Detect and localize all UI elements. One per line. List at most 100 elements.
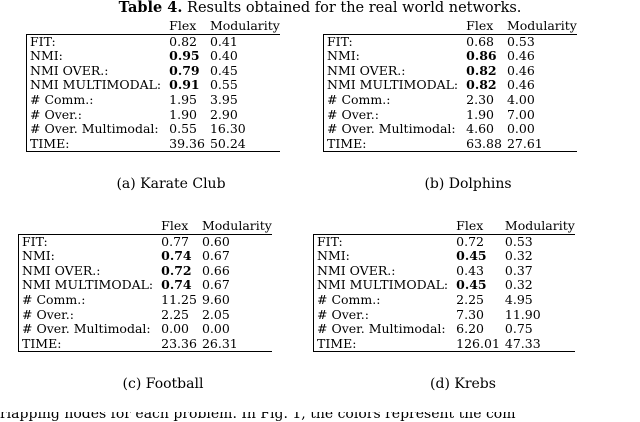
flex-value: 1.95 [169,91,197,107]
table-row: # Over.: 1.90 2.90 [26,106,280,123]
row-label: # Over.: [323,107,467,123]
table-caption: Table 4. Results obtained for the real w… [0,0,640,16]
flex-value: 63.88 [466,136,507,153]
flex-value: 0.77 [161,233,202,250]
subcaption-krebs: (d) Krebs [430,376,496,392]
flex-value: 0.74 [161,248,192,264]
modularity-value: 0.67 [201,277,230,293]
row-label: FIT: [26,33,170,50]
row-label: NMI OVER.: [313,263,457,279]
results-table: Flex Modularity FIT: 0.82 0.41 NMI: 0.95 0.40… [26,18,280,153]
subtable-dolphins: Flex Modularity FIT: 0.68 0.53 NMI: 0.86 0.46… [323,18,577,153]
flex-value: 0.45 [456,248,487,264]
row-label: # Comm.: [26,92,170,108]
table-row: NMI MULTIMODAL: 0.91 0.55 [26,77,280,93]
table-row: TIME: 126.01 47.33 [313,336,575,353]
row-label: NMI: [18,249,162,264]
modularity-value: 0.46 [506,48,535,64]
table-row: FIT: 0.68 0.53 [323,33,577,50]
table-row: TIME: 23.36 26.31 [18,336,272,353]
flex-value: 0.68 [466,33,507,50]
header-flex: Flex [466,18,494,33]
modularity-value: 7.00 [506,106,535,122]
flex-value: 0.95 [169,48,200,64]
row-label: # Comm.: [313,292,457,308]
flex-value: 1.90 [169,106,197,122]
row-label: NMI MULTIMODAL: [323,78,467,93]
table-row: # Comm.: 2.30 4.00 [323,91,577,108]
table-row: FIT: 0.72 0.53 [313,233,575,250]
row-label: NMI: [323,49,467,64]
modularity-value: 3.95 [209,91,238,107]
modularity-value: 0.37 [504,262,533,278]
header-modularity: Modularity [504,218,575,233]
row-label: NMI OVER.: [26,63,170,79]
flex-value: 0.82 [169,33,210,50]
row-label: # Over.: [26,107,170,123]
flex-value: 0.72 [456,233,505,250]
table-row: FIT: 0.82 0.41 [26,33,280,50]
modularity-value: 0.60 [201,233,272,250]
row-label: # Over. Multimodal: [313,322,457,337]
header-flex: Flex [456,218,484,233]
table-row: NMI MULTIMODAL: 0.45 0.32 [313,277,575,293]
flex-value: 0.86 [466,48,497,64]
row-label: # Over.: [18,307,162,323]
table-row: # Over. Multimodal: 4.60 0.00 [323,121,577,137]
subcaption-karate-club: (a) Karate Club [116,176,226,192]
row-label: TIME: [323,136,467,153]
table-row: NMI: 0.95 0.40 [26,48,280,64]
flex-value: 6.20 [456,321,484,337]
modularity-value: 0.53 [506,33,577,50]
flex-value: 11.25 [161,291,197,307]
flex-value: 2.25 [161,306,189,322]
row-label: FIT: [323,33,467,50]
row-label: # Over. Multimodal: [323,122,467,137]
modularity-value: 0.40 [209,48,238,64]
flex-value: 0.00 [161,321,189,337]
table-row: # Over. Multimodal: 6.20 0.75 [313,321,575,337]
header-modularity: Modularity [201,218,272,233]
row-label: NMI MULTIMODAL: [26,78,170,93]
row-label: NMI OVER.: [323,63,467,79]
modularity-value: 0.53 [504,233,575,250]
modularity-value: 27.61 [506,136,577,153]
modularity-value: 0.32 [504,277,533,293]
subcaption-football: (c) Football [122,376,204,392]
flex-value: 23.36 [161,336,202,353]
flex-value: 0.91 [169,77,200,93]
modularity-value: 0.46 [506,62,535,78]
row-label: NMI MULTIMODAL: [18,278,162,293]
table-row: # Over.: 7.30 11.90 [313,306,575,323]
subcaption-dolphins: (b) Dolphins [424,176,512,192]
table-row: NMI: 0.86 0.46 [323,48,577,64]
flex-value: 7.30 [456,306,484,322]
subtable-krebs: Flex Modularity FIT: 0.72 0.53 NMI: 0.45 0.32… [313,218,575,353]
table-row: TIME: 63.88 27.61 [323,136,577,153]
flex-value: 126.01 [456,336,505,353]
row-label: # Comm.: [323,92,467,108]
flex-value: 2.25 [456,291,484,307]
table-row: # Comm.: 11.25 9.60 [18,291,272,308]
table-row: FIT: 0.77 0.60 [18,233,272,250]
flex-value: 4.60 [466,121,494,137]
modularity-value: 0.55 [209,77,238,93]
row-label: NMI OVER.: [18,263,162,279]
flex-value: 2.30 [466,91,494,107]
table-row: NMI OVER.: 0.82 0.46 [323,62,577,79]
row-label: # Over.: [313,307,457,323]
flex-value: 1.90 [466,106,494,122]
modularity-value: 11.90 [504,306,541,322]
modularity-value: 0.45 [209,62,238,78]
header-modularity: Modularity [506,18,577,33]
header-modularity: Modularity [209,18,280,33]
table-row: # Comm.: 2.25 4.95 [313,291,575,308]
modularity-value: 4.95 [504,291,533,307]
body-text-fragment: rlapping nodes for each problem. In Fig.… [0,412,640,422]
table-row: NMI OVER.: 0.43 0.37 [313,262,575,279]
results-table: Flex Modularity FIT: 0.68 0.53 NMI: 0.86 0.46… [323,18,577,153]
results-table: Flex Modularity FIT: 0.77 0.60 NMI: 0.74 0.67… [18,218,272,353]
header-flex: Flex [169,18,197,33]
flex-value: 0.82 [466,77,497,93]
flex-value: 0.72 [161,262,192,278]
